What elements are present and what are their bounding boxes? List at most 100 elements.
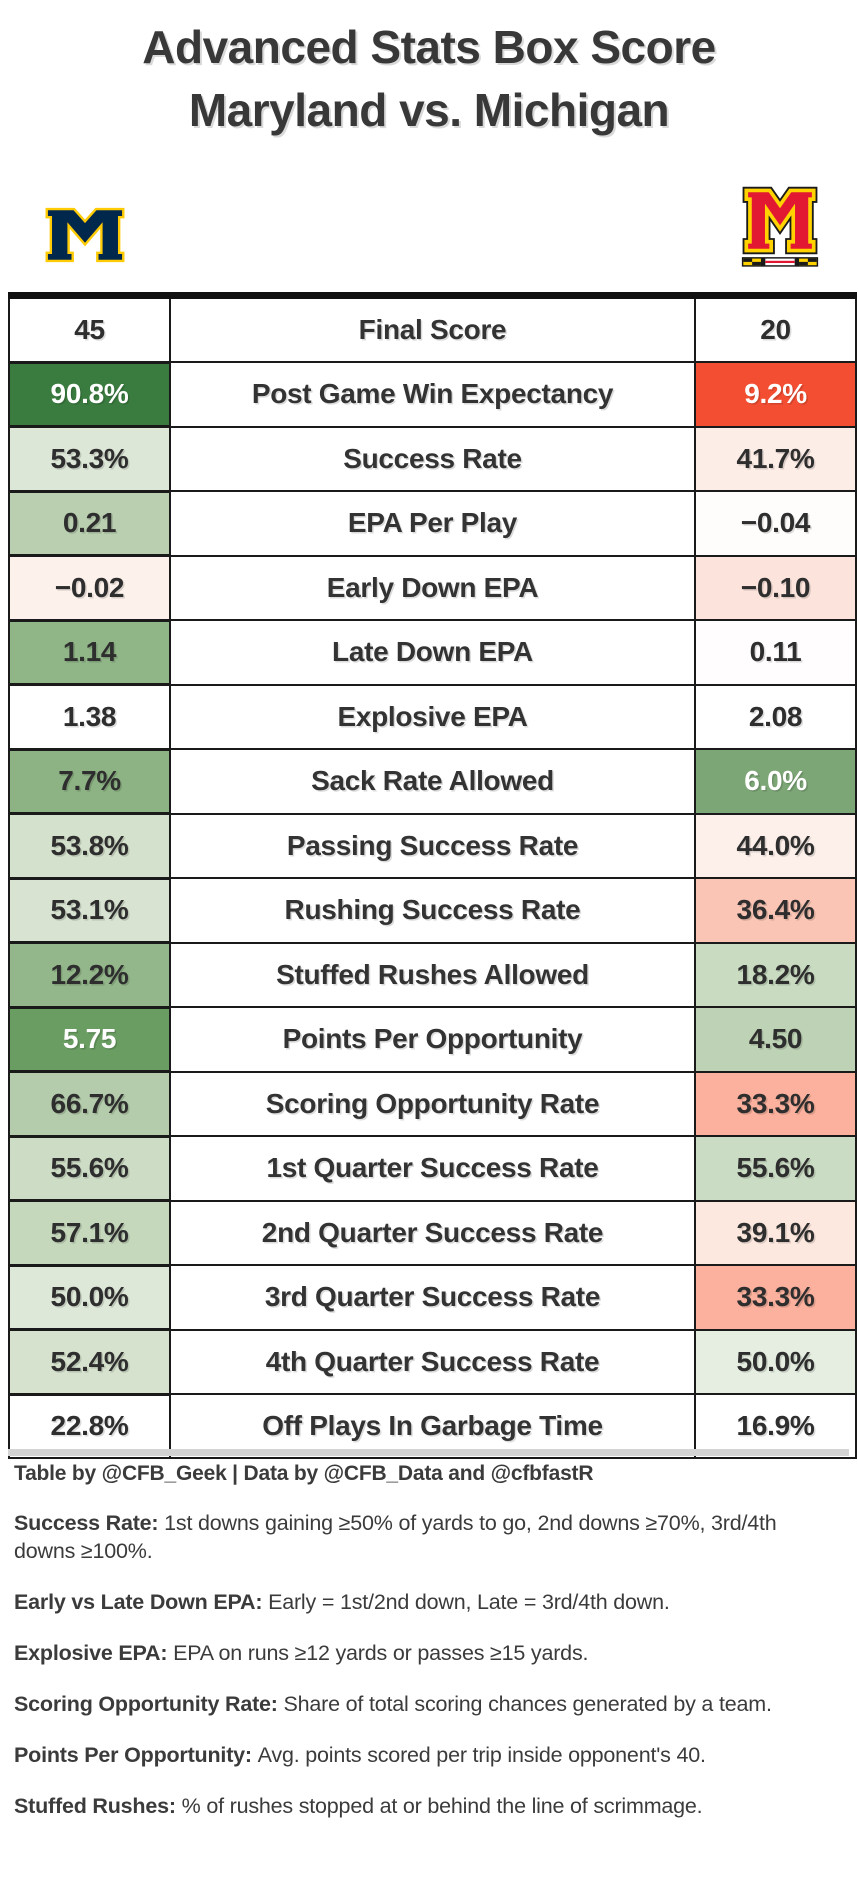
table-row: 0.21 EPA Per Play −0.04 [8,489,857,557]
stat-label-cell: 3rd Quarter Success Rate [169,1264,696,1331]
table-row: 12.2% Stuffed Rushes Allowed 18.2% [8,941,857,1008]
stat-label-cell: 4th Quarter Success Rate [169,1328,696,1395]
team-left-value-cell: 53.8% [8,812,171,879]
attribution-line: Table by @CFB_Geek | Data by @CFB_Data a… [14,1462,594,1485]
glossary-note: Early vs Late Down EPA: Early = 1st/2nd … [14,1588,836,1616]
stat-label-cell: Passing Success Rate [169,812,696,879]
stat-label-cell: Explosive EPA [169,683,696,750]
team-left-value-cell: 1.14 [8,618,171,686]
team-right-value-cell: 41.7% [694,425,857,492]
stat-label-cell: Points Per Opportunity [169,1006,696,1073]
stat-label-cell: Final Score [169,292,696,363]
glossary-term: Points Per Opportunity: [14,1743,258,1767]
glossary-desc: 1st downs gaining ≥50% of yards to go, 2… [14,1511,777,1563]
team-left-value-cell: 0.21 [8,489,171,557]
table-bottom-divider [8,1449,849,1456]
team-left-value-cell: 52.4% [8,1328,171,1395]
glossary-desc: Early = 1st/2nd down, Late = 3rd/4th dow… [268,1590,670,1614]
stat-label-cell: 1st Quarter Success Rate [169,1135,696,1202]
team-left-value-cell: 90.8% [8,360,171,428]
table-row: 45 Final Score 20 [8,292,857,363]
team-left-value-cell: 7.7% [8,747,171,815]
team-left-value-cell: 66.7% [8,1070,171,1137]
stat-label-cell: Stuffed Rushes Allowed [169,941,696,1008]
team-right-value-cell: 2.08 [694,683,857,750]
stat-label-cell: Sack Rate Allowed [169,748,696,815]
team-right-value-cell: 16.9% [694,1393,857,1459]
team-right-value-cell: 0.11 [694,619,857,686]
team-right-value-cell: 18.2% [694,941,857,1008]
table-row: −0.02 Early Down EPA −0.10 [8,554,857,621]
team-right-value-cell: −0.10 [694,554,857,621]
glossary-desc: EPA on runs ≥12 yards or passes ≥15 yard… [173,1641,589,1665]
glossary-note: Stuffed Rushes: % of rushes stopped at o… [14,1792,836,1820]
team-left-value-cell: 1.38 [8,683,171,750]
glossary-note: Success Rate: 1st downs gaining ≥50% of … [14,1509,836,1565]
team-right-value-cell: 50.0% [694,1328,857,1395]
glossary-desc: Avg. points scored per trip inside oppon… [257,1743,706,1767]
table-row: 1.38 Explosive EPA 2.08 [8,683,857,750]
team-right-value-cell: 33.3% [694,1070,857,1137]
glossary-term: Stuffed Rushes: [14,1794,182,1818]
team-right-value-cell: 44.0% [694,812,857,879]
glossary-note: Points Per Opportunity: Avg. points scor… [14,1741,836,1769]
table-row: 57.1% 2nd Quarter Success Rate 39.1% [8,1199,857,1266]
team-left-value-cell: 5.75 [8,1005,171,1073]
team-right-value-cell: 36.4% [694,877,857,944]
team-left-value-cell: 22.8% [8,1392,171,1459]
glossary-term: Scoring Opportunity Rate: [14,1692,284,1716]
maryland-logo-icon [741,186,819,267]
stats-table-body: 45 Final Score 20 90.8% Post Game Win Expect… [8,292,857,1459]
glossary-term: Early vs Late Down EPA: [14,1590,269,1614]
stat-label-cell: Scoring Opportunity Rate [169,1070,696,1137]
table-row: 50.0% 3rd Quarter Success Rate 33.3% [8,1263,857,1331]
team-left-value-cell: 53.1% [8,876,171,944]
stat-label-cell: Early Down EPA [169,554,696,621]
michigan-logo-icon [45,207,125,263]
footer-notes: Table by @CFB_Geek | Data by @CFB_Data a… [14,1458,836,1820]
team-right-value-cell: 55.6% [694,1135,857,1202]
title-line-2: Maryland vs. Michigan [188,84,670,136]
stat-label-cell: EPA Per Play [169,490,696,557]
table-row: 55.6% 1st Quarter Success Rate 55.6% [8,1134,857,1202]
table-row: 53.1% Rushing Success Rate 36.4% [8,876,857,944]
maryland-flag-bar [741,257,819,267]
table-row: 90.8% Post Game Win Expectancy 9.2% [8,360,857,428]
table-row: 53.3% Success Rate 41.7% [8,425,857,492]
glossary-note: Scoring Opportunity Rate: Share of total… [14,1690,836,1718]
table-row: 7.7% Sack Rate Allowed 6.0% [8,747,857,815]
stat-label-cell: Success Rate [169,425,696,492]
team-left-value-cell: 55.6% [8,1134,171,1202]
team-right-value-cell: −0.04 [694,490,857,557]
team-left-value-cell: 53.3% [8,425,171,492]
stat-label-cell: 2nd Quarter Success Rate [169,1199,696,1266]
title-line-1: Advanced Stats Box Score [142,21,716,73]
team-right-value-cell: 33.3% [694,1264,857,1331]
team-right-value-cell: 20 [694,292,857,363]
glossary-note: Explosive EPA: EPA on runs ≥12 yards or … [14,1639,836,1667]
glossary-desc: % of rushes stopped at or behind the lin… [181,1794,703,1818]
team-left-value-cell: 45 [8,292,171,363]
glossary-term: Explosive EPA: [14,1641,174,1665]
advanced-stats-table: 45 Final Score 20 90.8% Post Game Win Expect… [8,292,857,1459]
team-left-value-cell: 57.1% [8,1199,171,1266]
page-title: Advanced Stats Box Score Maryland vs. Mi… [0,0,858,142]
stat-label-cell: Late Down EPA [169,619,696,686]
team-left-value-cell: −0.02 [8,554,171,621]
stat-label-cell: Off Plays In Garbage Time [169,1393,696,1459]
glossary-desc: Share of total scoring chances generated… [283,1692,772,1716]
stat-label-cell: Rushing Success Rate [169,877,696,944]
stat-label-cell: Post Game Win Expectancy [169,361,696,428]
table-row: 1.14 Late Down EPA 0.11 [8,618,857,686]
team-right-value-cell: 9.2% [694,361,857,428]
glossary-term: Success Rate: [14,1511,165,1535]
table-row: 66.7% Scoring Opportunity Rate 33.3% [8,1070,857,1137]
glossary-notes: Success Rate: 1st downs gaining ≥50% of … [14,1509,836,1820]
team-left-value-cell: 12.2% [8,941,171,1008]
team-right-value-cell: 4.50 [694,1006,857,1073]
team-logos-row [0,170,858,285]
table-row: 5.75 Points Per Opportunity 4.50 [8,1005,857,1073]
table-row: 53.8% Passing Success Rate 44.0% [8,812,857,879]
team-left-value-cell: 50.0% [8,1263,171,1331]
